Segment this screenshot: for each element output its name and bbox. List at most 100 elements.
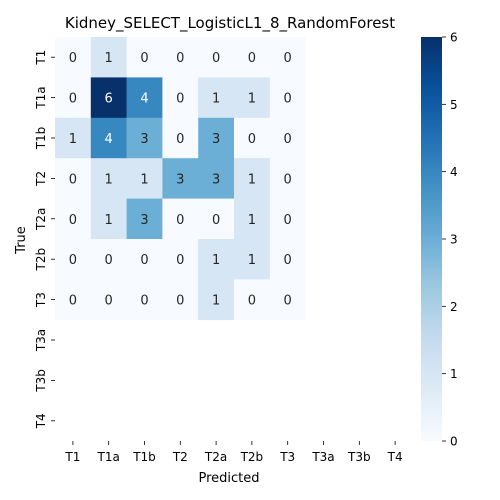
heatmap-cell bbox=[90, 77, 127, 119]
heatmap-cell bbox=[162, 279, 199, 321]
heatmap-cell bbox=[90, 279, 127, 321]
cell-value-label: 0 bbox=[284, 253, 292, 268]
heatmap-cell bbox=[234, 279, 271, 321]
heatmap-cell bbox=[269, 117, 306, 159]
heatmap-cell bbox=[198, 77, 235, 119]
x-tick-label: T3a bbox=[311, 450, 334, 464]
heatmap-cell bbox=[162, 117, 199, 159]
heatmap-cell bbox=[198, 158, 235, 199]
y-tick-label: T3b bbox=[34, 369, 48, 393]
heatmap-cell bbox=[162, 77, 199, 119]
cell-value-label: 0 bbox=[140, 294, 148, 309]
heatmap-cell bbox=[269, 77, 306, 119]
cell-value-label: 0 bbox=[176, 253, 184, 268]
heatmap-cells: 0 1 0 0 0 0 0 0 6 4 0 1 1 0 1 4 3 0 3 0 0 0 1 1 3 3 1 0 0 1 3 0 0 1 0 0 0 0 0 1… bbox=[55, 37, 306, 321]
heatmap-cell bbox=[234, 37, 271, 78]
colorbar-ticks: 0 1 2 3 4 5 6 bbox=[442, 31, 458, 449]
cell-value-label: 4 bbox=[140, 92, 148, 107]
y-axis-ticks: T1 T1a T1b T2 T2a T2b T3 T3a T3b T4 bbox=[34, 50, 55, 429]
heatmap-cell bbox=[198, 198, 235, 240]
cell-value-label: 0 bbox=[105, 294, 113, 309]
heatmap-cell bbox=[55, 77, 92, 119]
cell-value-label: 0 bbox=[284, 132, 292, 147]
cell-value-label: 1 bbox=[140, 172, 148, 187]
heatmap-cell bbox=[269, 158, 306, 199]
x-tick-label: T2b bbox=[240, 450, 264, 464]
heatmap-cell bbox=[198, 117, 235, 159]
y-tick-label: T1a bbox=[34, 86, 48, 109]
x-axis-ticks: T1 T1a T1b T2 T2a T2b T3 T3a T3b T4 bbox=[64, 441, 403, 464]
y-tick-label: T2 bbox=[34, 171, 48, 187]
cell-value-label: 1 bbox=[248, 253, 256, 268]
cell-value-label: 0 bbox=[248, 51, 256, 66]
cell-value-label: 1 bbox=[212, 92, 220, 107]
heatmap-cell bbox=[269, 239, 306, 280]
x-tick-label: T2 bbox=[172, 450, 188, 464]
cell-value-label: 1 bbox=[105, 51, 113, 66]
colorbar-tick-label: 2 bbox=[450, 300, 458, 314]
cell-value-label: 0 bbox=[248, 294, 256, 309]
heatmap-cell bbox=[162, 37, 199, 78]
heatmap-cell bbox=[269, 37, 306, 78]
colorbar-tick-label: 0 bbox=[450, 435, 458, 449]
cell-value-label: 1 bbox=[69, 132, 77, 147]
cell-value-label: 0 bbox=[69, 92, 77, 107]
heatmap-cell bbox=[90, 37, 127, 78]
colorbar bbox=[421, 37, 442, 441]
heatmap-cell bbox=[55, 239, 92, 280]
heatmap-cell bbox=[234, 239, 271, 280]
cell-value-label: 0 bbox=[248, 132, 256, 147]
cell-value-label: 0 bbox=[212, 51, 220, 66]
cell-value-label: 1 bbox=[212, 253, 220, 268]
cell-value-label: 3 bbox=[176, 172, 184, 187]
x-tick-label: T1b bbox=[132, 450, 156, 464]
heatmap-cell bbox=[269, 198, 306, 240]
cell-value-label: 0 bbox=[176, 92, 184, 107]
cell-value-label: 0 bbox=[140, 253, 148, 268]
heatmap-cell bbox=[55, 37, 92, 78]
cell-value-label: 1 bbox=[248, 213, 256, 228]
heatmap-cell bbox=[234, 77, 271, 119]
cell-value-label: 0 bbox=[176, 51, 184, 66]
heatmap-cell bbox=[269, 279, 306, 321]
x-tick-label: T1a bbox=[97, 450, 120, 464]
cell-value-label: 3 bbox=[140, 132, 148, 147]
cell-value-label: 0 bbox=[284, 51, 292, 66]
cell-value-label: 1 bbox=[105, 213, 113, 228]
y-tick-label: T3 bbox=[34, 292, 48, 308]
heatmap-cell bbox=[234, 117, 271, 159]
cell-value-label: 1 bbox=[212, 294, 220, 309]
cell-value-label: 0 bbox=[284, 172, 292, 187]
y-axis-label: True bbox=[14, 226, 29, 255]
colorbar-tick-label: 5 bbox=[450, 98, 458, 112]
y-tick-label: T4 bbox=[34, 413, 48, 429]
x-tick-label: T1 bbox=[64, 450, 80, 464]
heatmap-cell bbox=[126, 198, 163, 240]
cell-value-label: 0 bbox=[284, 213, 292, 228]
colorbar-tick-label: 6 bbox=[450, 31, 458, 45]
cell-value-label: 0 bbox=[212, 213, 220, 228]
cell-value-label: 3 bbox=[140, 213, 148, 228]
cell-value-label: 1 bbox=[248, 92, 256, 107]
cell-value-label: 0 bbox=[176, 294, 184, 309]
heatmap-cell bbox=[90, 117, 127, 159]
heatmap-cell bbox=[90, 158, 127, 199]
cell-value-label: 6 bbox=[105, 92, 113, 107]
heatmap-cell bbox=[55, 158, 92, 199]
heatmap-cell bbox=[55, 198, 92, 240]
x-axis-label: Predicted bbox=[198, 471, 259, 486]
cell-value-label: 0 bbox=[284, 92, 292, 107]
x-tick-label: T3 bbox=[279, 450, 295, 464]
heatmap-cell bbox=[162, 198, 199, 240]
cell-value-label: 0 bbox=[176, 132, 184, 147]
cell-value-label: 3 bbox=[212, 132, 220, 147]
colorbar-tick-label: 4 bbox=[450, 165, 458, 179]
cell-value-label: 0 bbox=[69, 213, 77, 228]
y-tick-label: T2a bbox=[34, 208, 48, 231]
heatmap-cell bbox=[55, 117, 92, 159]
y-tick-label: T1b bbox=[34, 127, 48, 151]
heatmap-cell bbox=[55, 279, 92, 321]
cell-value-label: 0 bbox=[69, 294, 77, 309]
cell-value-label: 0 bbox=[176, 213, 184, 228]
